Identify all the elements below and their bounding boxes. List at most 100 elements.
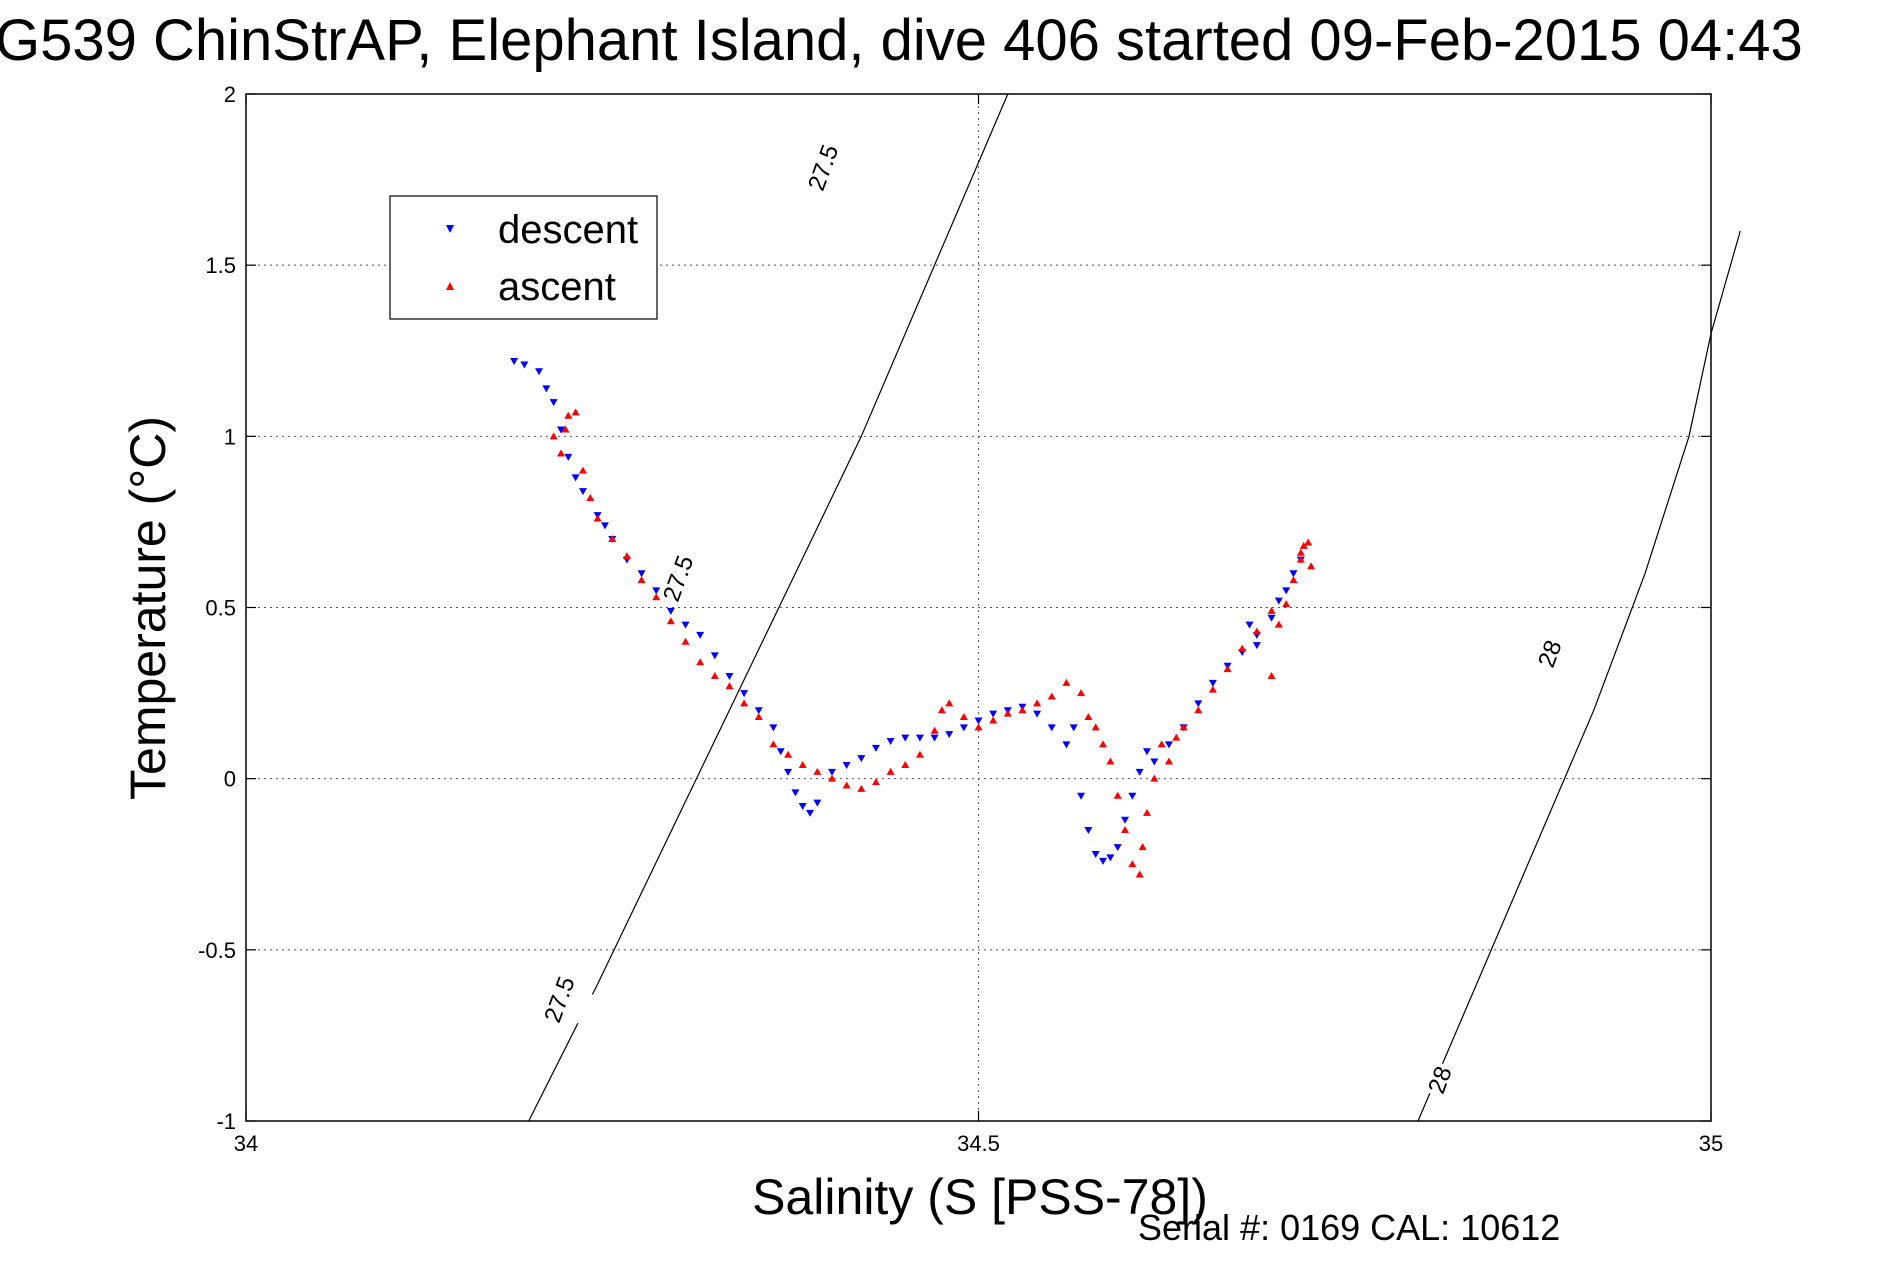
descent-point (1252, 642, 1261, 650)
descent-point (1084, 827, 1093, 835)
descent-point (1091, 850, 1100, 858)
descent-point (510, 358, 519, 366)
y-tick-label: 0 (224, 767, 236, 792)
descent-point (791, 789, 800, 797)
ascent-point (784, 750, 793, 758)
ascent-point (842, 781, 851, 789)
descent-point (842, 761, 851, 769)
descent-point (1282, 587, 1291, 595)
descent-point (556, 426, 565, 434)
descent-point (710, 652, 719, 660)
ascent-point (1047, 692, 1056, 700)
descent-point (535, 368, 543, 376)
chart-title: G539 ChinStrAP, Elephant Island, dive 40… (0, 8, 1803, 73)
descent-point (600, 522, 609, 530)
ascent-point (608, 535, 617, 543)
ascent-point (1157, 740, 1166, 748)
y-tick-label: 1 (224, 424, 236, 449)
descent-point (1150, 758, 1159, 766)
descent-point (578, 488, 587, 496)
descent-point (915, 734, 924, 742)
descent-point (1274, 597, 1283, 605)
density-contour-28 (1417, 230, 1741, 1122)
contour-label-background (1406, 1054, 1474, 1106)
ascent-point (937, 706, 946, 714)
descent-point (1164, 741, 1173, 749)
descent-point (974, 717, 983, 725)
ascent-point (586, 493, 595, 501)
descent-point (1062, 741, 1071, 749)
descent-point (945, 731, 954, 739)
descent-point (740, 690, 749, 698)
descent-point (1077, 792, 1086, 800)
ascent-point (561, 425, 570, 433)
data-points (510, 358, 1316, 878)
descent-point (959, 724, 968, 732)
ascent-point (1194, 706, 1203, 714)
x-axis-label: Salinity (S [PSS-78]) (752, 1169, 1208, 1225)
x-tick-label: 35 (1699, 1131, 1723, 1156)
contour-label-background (1516, 628, 1584, 680)
ascent-point (1208, 685, 1217, 693)
legend-label-descent: descent (498, 208, 638, 252)
ascent-point (1150, 774, 1159, 782)
descent-point (564, 453, 573, 461)
ascent-point (1172, 733, 1181, 741)
descent-point (813, 799, 822, 807)
ascent-point (1113, 791, 1122, 799)
ascent-point (1282, 600, 1291, 608)
descent-point (1113, 844, 1122, 852)
ascent-point (871, 778, 880, 786)
ascent-point (1091, 723, 1100, 731)
descent-point (828, 768, 836, 776)
descent-point (637, 570, 646, 578)
ascent-point (571, 408, 580, 416)
descent-point (666, 607, 675, 615)
descent-point (754, 707, 763, 715)
ascent-point (1142, 808, 1151, 816)
contour-label-background (644, 553, 712, 604)
descent-point (652, 587, 661, 595)
descent-point (901, 734, 910, 742)
ascent-point (886, 767, 895, 775)
ascent-point (1121, 826, 1129, 834)
ascent-point (549, 432, 558, 440)
ascent-point (1062, 678, 1071, 686)
ascent-point (564, 411, 573, 419)
ascent-point (1296, 548, 1305, 556)
y-tick-label: 1.5 (205, 253, 236, 278)
ascent-point (915, 750, 924, 758)
descent-point (1099, 857, 1108, 865)
density-contour-27.5 (528, 93, 1009, 1122)
descent-point (696, 631, 705, 639)
descent-point (1194, 700, 1203, 708)
descent-point (1128, 792, 1137, 800)
descent-point (1267, 614, 1276, 622)
ascent-point (1128, 860, 1137, 868)
ascent-point (1274, 620, 1283, 628)
descent-point (549, 399, 558, 407)
descent-point (930, 734, 939, 742)
descent-point (1106, 854, 1115, 862)
y-ticks: -1 -0.5 0 0.5 1 1.5 2 (198, 82, 1711, 1134)
ascent-point (1223, 665, 1232, 673)
ascent-point (1135, 870, 1144, 878)
x-ticks: 34 34.5 35 (234, 94, 1723, 1156)
descent-point (798, 803, 807, 811)
descent-point (1069, 724, 1078, 732)
ascent-point (1164, 757, 1173, 765)
legend: descent ascent (389, 195, 658, 320)
grid (246, 94, 1711, 1121)
ascent-point (828, 774, 836, 782)
descent-point (1121, 816, 1129, 824)
ascent-point (1138, 843, 1147, 851)
descent-point (1047, 724, 1056, 732)
legend-marker-descent (446, 225, 454, 233)
descent-point (769, 724, 778, 732)
x-tick-label: 34.5 (957, 1131, 1000, 1156)
ascent-point (1289, 576, 1298, 584)
ascent-point (901, 760, 910, 768)
y-tick-label: 0.5 (205, 596, 236, 621)
ascent-point (798, 760, 807, 768)
ascent-point (1304, 538, 1313, 546)
